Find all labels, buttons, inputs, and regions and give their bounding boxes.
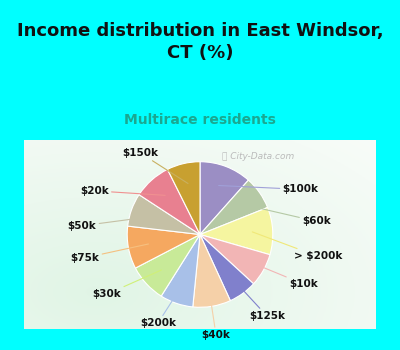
Text: $20k: $20k (80, 186, 165, 196)
Text: $200k: $200k (140, 284, 183, 328)
Wedge shape (200, 234, 254, 301)
Wedge shape (136, 234, 200, 296)
Text: ⓘ City-Data.com: ⓘ City-Data.com (222, 152, 294, 161)
Text: $10k: $10k (246, 260, 318, 289)
Text: $40k: $40k (202, 286, 230, 340)
Text: Multirace residents: Multirace residents (124, 113, 276, 127)
Text: $150k: $150k (122, 148, 188, 183)
Text: $60k: $60k (243, 204, 331, 226)
Wedge shape (193, 234, 230, 307)
Text: > $200k: > $200k (252, 232, 342, 261)
Wedge shape (139, 169, 200, 235)
Text: $75k: $75k (70, 244, 148, 263)
Text: $50k: $50k (68, 217, 151, 231)
Wedge shape (200, 180, 268, 234)
Wedge shape (200, 162, 248, 235)
Text: Income distribution in East Windsor,
CT (%): Income distribution in East Windsor, CT … (17, 22, 383, 62)
Wedge shape (161, 234, 200, 307)
Wedge shape (127, 226, 200, 268)
Wedge shape (200, 208, 273, 255)
Wedge shape (128, 195, 200, 235)
Wedge shape (200, 234, 270, 284)
Text: $125k: $125k (231, 277, 285, 321)
Text: $30k: $30k (92, 270, 162, 299)
Text: $100k: $100k (219, 184, 318, 194)
Wedge shape (168, 162, 200, 235)
